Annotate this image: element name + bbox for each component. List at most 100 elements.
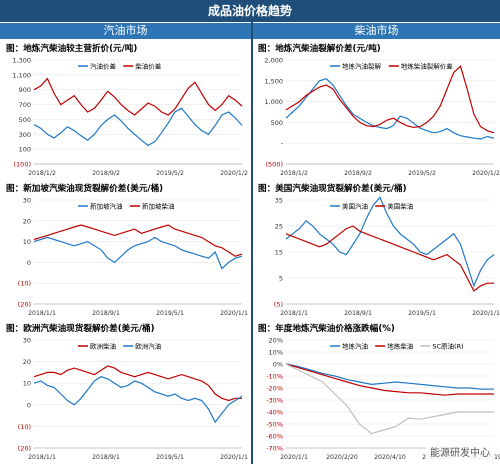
y-tick-label: 10 [23, 238, 31, 246]
y-tick-label: - [281, 140, 284, 148]
legend-label: 新加坡汽油 [90, 202, 123, 211]
x-tick-label: 2019/5/2 [408, 170, 436, 177]
chart-title: 图：年度地炼汽柴油价格涨跌幅(%) [258, 324, 395, 334]
y-tick-label: (5) [274, 301, 283, 309]
chart-svg: (500) - 500 1,000 1,500 2,000 2018/1/2 2018/9/2… [264, 57, 500, 178]
y-tick-label: -40% [266, 409, 283, 417]
x-tick-label: 2019/5/1 [156, 454, 184, 461]
chart-panel-5: 图：欧洲汽柴油现货裂解价差(美元/桶) (20) (10) 0 10 20 30 2018/… [4, 322, 248, 461]
column-divider [251, 22, 253, 464]
x-tick-label: 2019/5/1 [408, 310, 436, 317]
x-tick-label: 2020/1/2 [472, 170, 500, 177]
y-tick-label: 15 [275, 249, 283, 257]
x-tick-label: 2020/4/10 [374, 454, 406, 461]
y-tick-label: 20% [269, 337, 283, 345]
x-tick-label: 2020/1/1 [220, 454, 248, 461]
chart-title: 图：新加坡汽柴油现货裂解价差(美元/桶) [6, 184, 164, 194]
legend-label: 地炼柴油 [387, 342, 413, 351]
y-tick-label: -10% [266, 373, 283, 381]
chart-panel-3: 图：新加坡汽柴油现货裂解价差(美元/桶) (20) (10) 0 10 20 30 2018… [4, 182, 248, 318]
x-tick-label: 2020/1/2 [220, 170, 248, 177]
series-line [285, 363, 494, 435]
y-tick-label: 1,500 [264, 77, 283, 85]
chart-panel-4: 图：美国汽柴油现货裂解价差(美元/桶) (5) 5 15 25 35 2018/1/1 20… [256, 182, 500, 318]
x-tick-label: 2018/9/2 [344, 170, 372, 177]
gasoline-market-header: 汽油市场 [0, 23, 251, 39]
chart-title: 图：地炼汽柴油裂解价差(元/吨) [258, 44, 381, 54]
y-tick-label: 30 [23, 337, 31, 345]
x-tick-label: 2018/1/2 [28, 170, 56, 177]
y-tick-label: 0 [27, 259, 31, 267]
y-tick-label: 20 [23, 358, 31, 366]
x-tick-label: 2019/5/2 [156, 170, 184, 177]
legend-label: 地炼汽油 [342, 342, 368, 351]
series-line [285, 78, 495, 140]
y-tick-label: 1,300 [12, 57, 31, 65]
chart-svg: (100) 100 300 500 700 900 1,100 1,300 2018/1/2 20… [12, 57, 248, 178]
series-line [33, 107, 243, 147]
y-tick-label: 500 [19, 116, 31, 124]
y-tick-label: 35 [275, 197, 283, 205]
x-tick-label: 2018/1/1 [280, 310, 308, 317]
legend-label: 欧洲柴油 [90, 342, 116, 351]
series-line [33, 365, 242, 402]
series-line [285, 363, 494, 390]
legend-label: 欧洲汽油 [135, 342, 161, 351]
y-tick-label: (100) [14, 161, 31, 169]
chart-title: 图：欧洲汽柴油现货裂解价差(美元/桶) [6, 324, 155, 334]
y-tick-label: 0% [273, 361, 283, 369]
legend-label: SC原油(R) [432, 342, 463, 351]
series-line [33, 224, 243, 257]
y-tick-label: (20) [18, 445, 31, 453]
y-tick-label: -70% [266, 445, 283, 453]
x-tick-label: 2018/1/2 [280, 170, 308, 177]
chart-panel-1: 图：地炼汽柴油较主营折价(元/吨) (100) 100 300 500 700 900 1,… [4, 42, 248, 178]
y-tick-label: (500) [266, 161, 283, 169]
series-line [33, 236, 243, 270]
y-tick-label: 10% [269, 349, 283, 357]
series-line [285, 196, 495, 288]
x-tick-label: 2018/1/1 [28, 310, 56, 317]
chart-panel-2: 图：地炼汽柴油裂解价差(元/吨) (500) - 500 1,000 1,500 2,00… [256, 42, 500, 178]
y-tick-label: 2,000 [264, 57, 283, 65]
y-tick-label: (10) [18, 423, 31, 431]
chart-svg: (20) (10) 0 10 20 30 2018/1/1 2018/9/1 2019/5/1 2… [18, 197, 248, 318]
y-tick-label: 1,000 [264, 98, 283, 106]
watermark: 能源研发中心 [426, 443, 494, 460]
y-tick-label: 0 [27, 401, 31, 409]
series-line [33, 376, 243, 424]
y-tick-label: 20 [23, 217, 31, 225]
y-tick-label: (20) [18, 301, 31, 309]
x-tick-label: 2018/1/1 [28, 454, 56, 461]
chart-svg: (5) 5 15 25 35 2018/1/1 2018/9/1 2019/5/1 2020/1… [274, 196, 500, 317]
y-tick-label: 500 [271, 119, 283, 127]
chart-panel-6: 图：年度地炼汽柴油价格涨跌幅(%) -70% -60% -50% -40% -30% -2… [256, 322, 500, 461]
x-tick-label: 2018/9/1 [344, 310, 372, 317]
series-line [285, 65, 495, 134]
series-line [285, 225, 494, 292]
legend-label: 美国柴油 [387, 202, 413, 211]
y-tick-label: -20% [266, 385, 283, 393]
x-tick-label: 2018/9/1 [92, 310, 120, 317]
report-banner: 成品油价格趋势 [0, 0, 500, 22]
y-tick-label: -50% [266, 421, 283, 429]
diesel-market-header: 柴油市场 [253, 23, 500, 39]
x-tick-label: 2020/2/20 [326, 454, 358, 461]
series-line [285, 363, 494, 396]
legend-label: 美国汽油 [342, 202, 368, 211]
x-tick-label: 2018/9/2 [92, 170, 120, 177]
chart-title: 图：地炼汽柴油较主营折价(元/吨) [6, 44, 138, 54]
x-tick-label: 2020/1/1 [220, 310, 248, 317]
legend-label: 新加坡柴油 [142, 202, 175, 211]
y-tick-label: 30 [23, 197, 31, 205]
chart-svg: (20) (10) 0 10 20 30 2018/1/1 2018/9/1 2019/5/1 2… [18, 337, 248, 462]
legend-label: 地炼汽油裂解 [342, 62, 382, 71]
y-tick-label: 100 [19, 146, 31, 154]
y-tick-label: 10 [23, 380, 31, 388]
y-tick-label: 300 [19, 131, 31, 139]
x-tick-label: 2019/5/1 [156, 310, 184, 317]
y-tick-label: (10) [18, 280, 31, 288]
y-tick-label: 900 [19, 86, 31, 94]
y-tick-label: -60% [266, 433, 283, 441]
series-line [33, 77, 243, 116]
